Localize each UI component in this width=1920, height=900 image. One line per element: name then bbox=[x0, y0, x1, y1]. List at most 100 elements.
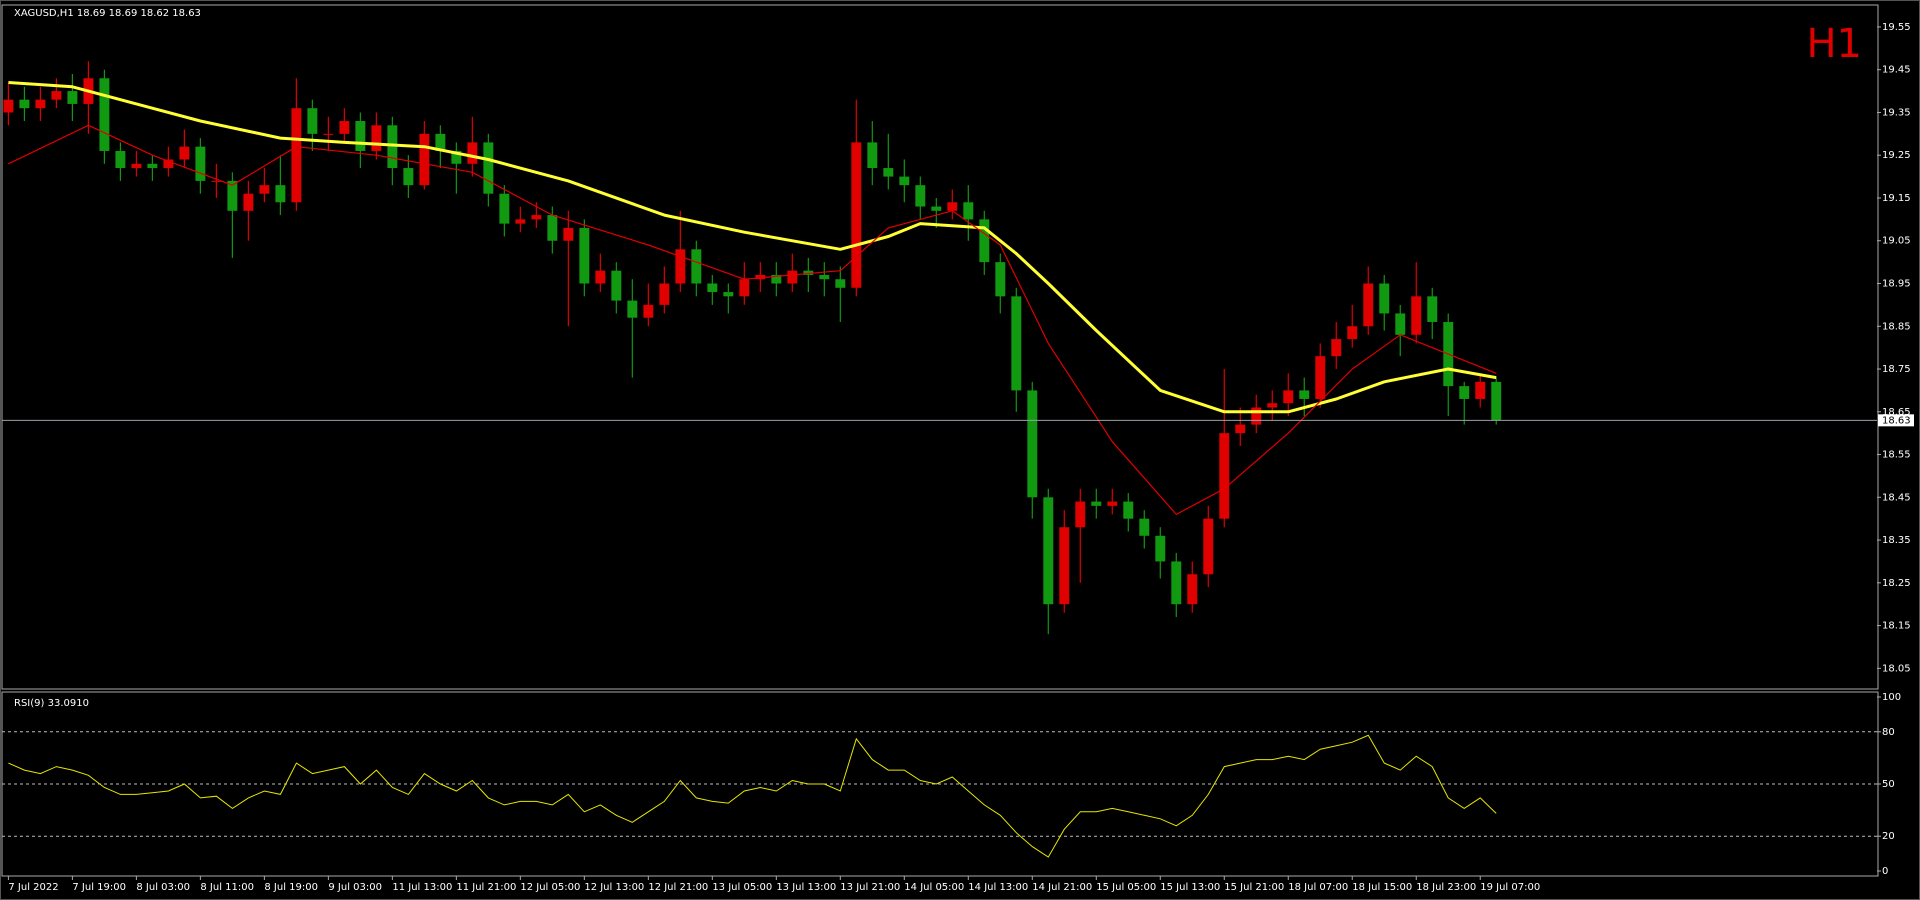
main-panel bbox=[1, 4, 1879, 690]
candle-body bbox=[1315, 356, 1326, 399]
x-tick-label: 7 Jul 2022 bbox=[8, 882, 58, 893]
y-tick-label: 19.25 bbox=[1882, 150, 1911, 161]
x-tick-label: 12 Jul 05:00 bbox=[520, 882, 580, 893]
y-tick-label: 0 bbox=[1882, 866, 1888, 877]
y-tick-label: 18.05 bbox=[1882, 663, 1911, 674]
x-tick-label: 15 Jul 21:00 bbox=[1224, 882, 1284, 893]
candle-body bbox=[1219, 433, 1230, 519]
x-tick-label: 13 Jul 21:00 bbox=[840, 882, 900, 893]
y-tick-label: 18.35 bbox=[1882, 535, 1911, 546]
y-tick-label: 19.35 bbox=[1882, 107, 1911, 118]
candle-body bbox=[115, 150, 126, 169]
current-price-label: 18.63 bbox=[1882, 415, 1911, 426]
candle-body bbox=[1267, 403, 1278, 408]
x-tick-label: 18 Jul 07:00 bbox=[1288, 882, 1348, 893]
y-tick-label: 18.15 bbox=[1882, 621, 1911, 632]
chart-title: XAGUSD,H1 18.69 18.69 18.62 18.63 bbox=[14, 8, 201, 19]
candle-body bbox=[1011, 296, 1022, 391]
candle-body bbox=[163, 159, 174, 169]
candle-body bbox=[707, 283, 718, 293]
y-tick-label: 80 bbox=[1882, 727, 1895, 738]
candle-body bbox=[1059, 527, 1070, 605]
candle-body bbox=[883, 168, 894, 177]
candle-body bbox=[803, 270, 814, 275]
current-price-box bbox=[1878, 414, 1914, 427]
x-tick-label: 18 Jul 23:00 bbox=[1416, 882, 1476, 893]
candle-body bbox=[35, 99, 46, 109]
candle-body bbox=[99, 78, 110, 151]
y-tick-label: 18.55 bbox=[1882, 450, 1911, 461]
candle-body bbox=[499, 193, 510, 224]
candle-body bbox=[675, 249, 686, 284]
candle-body bbox=[739, 279, 750, 297]
candle-body bbox=[1203, 518, 1214, 575]
x-tick-label: 7 Jul 19:00 bbox=[72, 882, 126, 893]
x-tick-label: 13 Jul 13:00 bbox=[776, 882, 836, 893]
candle-body bbox=[563, 227, 574, 241]
candle-body bbox=[579, 227, 590, 284]
candle-body bbox=[483, 142, 494, 194]
x-tick-label: 14 Jul 13:00 bbox=[968, 882, 1028, 893]
rsi-title: RSI(9) 33.0910 bbox=[14, 698, 89, 709]
candle-body bbox=[1283, 390, 1294, 404]
candle-body bbox=[595, 270, 606, 284]
x-tick-label: 8 Jul 11:00 bbox=[200, 882, 254, 893]
candle-body bbox=[835, 279, 846, 288]
candle-body bbox=[1171, 561, 1182, 605]
candle-body bbox=[611, 270, 622, 301]
candle-body bbox=[19, 99, 30, 109]
candle-body bbox=[1139, 518, 1150, 536]
timeframe-label: H1 bbox=[1806, 21, 1862, 67]
candle-body bbox=[1043, 497, 1054, 605]
y-tick-label: 18.45 bbox=[1882, 492, 1911, 503]
candle-body bbox=[307, 108, 318, 134]
candle-body bbox=[1411, 296, 1422, 335]
candle-body bbox=[867, 142, 878, 169]
candle-body bbox=[1347, 326, 1358, 340]
x-tick-label: 19 Jul 07:00 bbox=[1480, 882, 1540, 893]
candle-body bbox=[915, 185, 926, 207]
x-tick-label: 14 Jul 21:00 bbox=[1032, 882, 1092, 893]
x-tick-label: 8 Jul 03:00 bbox=[136, 882, 190, 893]
candle-body bbox=[259, 185, 270, 194]
candle-body bbox=[387, 125, 398, 169]
y-tick-label: 18.75 bbox=[1882, 364, 1911, 375]
candle-body bbox=[771, 274, 782, 284]
x-tick-label: 12 Jul 13:00 bbox=[584, 882, 644, 893]
y-tick-label: 18.95 bbox=[1882, 279, 1911, 290]
candle-body bbox=[147, 163, 158, 169]
candle-body bbox=[755, 274, 766, 280]
candle-body bbox=[179, 146, 190, 160]
candle-body bbox=[1251, 407, 1262, 425]
candle-body bbox=[227, 180, 238, 211]
candle-body bbox=[947, 202, 958, 211]
candle-body bbox=[435, 133, 446, 151]
candle-body bbox=[451, 150, 462, 164]
x-tick-label: 15 Jul 13:00 bbox=[1160, 882, 1220, 893]
x-tick-label: 12 Jul 21:00 bbox=[648, 882, 708, 893]
y-tick-label: 50 bbox=[1882, 779, 1895, 790]
candle-body bbox=[195, 146, 206, 181]
y-tick-label: 100 bbox=[1882, 692, 1901, 703]
candle-body bbox=[1363, 283, 1374, 327]
candle-body bbox=[659, 283, 670, 305]
candle-body bbox=[1187, 574, 1198, 605]
candle-body bbox=[1091, 501, 1102, 506]
candle-body bbox=[1027, 390, 1038, 498]
x-tick-label: 9 Jul 03:00 bbox=[328, 882, 382, 893]
candle-body bbox=[371, 125, 382, 151]
x-tick-label: 11 Jul 21:00 bbox=[456, 882, 516, 893]
moving-average bbox=[8, 124, 1497, 515]
candle-body bbox=[1395, 313, 1406, 335]
candle-body bbox=[51, 91, 62, 100]
candle-body bbox=[963, 202, 974, 220]
x-tick-label: 13 Jul 05:00 bbox=[712, 882, 772, 893]
candle-body bbox=[787, 270, 798, 284]
candle-body bbox=[419, 133, 430, 186]
candle-body bbox=[211, 180, 222, 182]
candle-body bbox=[1379, 283, 1390, 314]
y-tick-label: 18.65 bbox=[1882, 407, 1911, 418]
x-tick-label: 14 Jul 05:00 bbox=[904, 882, 964, 893]
